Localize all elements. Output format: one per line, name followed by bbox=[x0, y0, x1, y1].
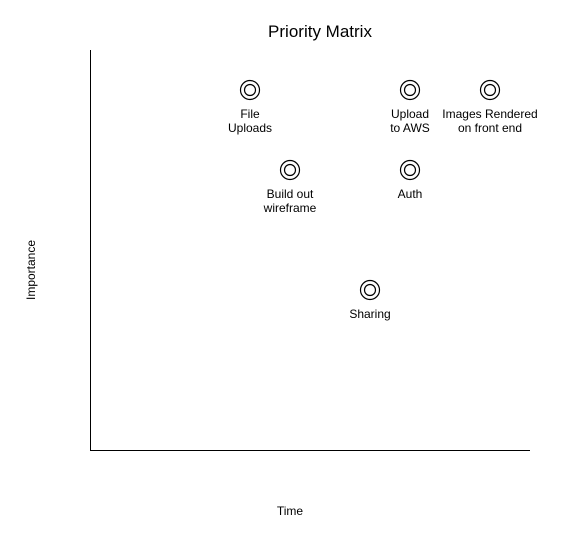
axes bbox=[90, 50, 530, 451]
item-label: Images Rendered bbox=[442, 107, 537, 121]
target-marker-icon bbox=[239, 79, 261, 101]
matrix-item: Sharing bbox=[349, 279, 391, 321]
chart-title: Priority Matrix bbox=[268, 22, 372, 41]
item-label: File bbox=[240, 107, 260, 121]
target-marker-icon bbox=[359, 279, 381, 301]
target-marker-inner bbox=[363, 283, 377, 297]
item-label: on front end bbox=[458, 121, 522, 135]
item-label: Build out bbox=[267, 187, 314, 201]
item-label: wireframe bbox=[263, 201, 317, 215]
target-marker-inner bbox=[243, 83, 257, 97]
matrix-item: Auth bbox=[398, 159, 423, 201]
target-marker-icon bbox=[399, 79, 421, 101]
item-label: to AWS bbox=[390, 121, 430, 135]
item-label: Sharing bbox=[349, 307, 390, 321]
y-axis-label: Importance bbox=[24, 240, 38, 300]
target-marker-icon bbox=[399, 159, 421, 181]
target-marker-inner bbox=[483, 83, 497, 97]
item-label: Upload bbox=[391, 107, 429, 121]
item-label: Auth bbox=[398, 187, 423, 201]
item-label: Uploads bbox=[228, 121, 272, 135]
target-marker-icon bbox=[479, 79, 501, 101]
target-marker-icon bbox=[279, 159, 301, 181]
target-marker-inner bbox=[403, 163, 417, 177]
target-marker-inner bbox=[283, 163, 297, 177]
x-axis-label: Time bbox=[277, 504, 304, 518]
target-marker-inner bbox=[403, 83, 417, 97]
